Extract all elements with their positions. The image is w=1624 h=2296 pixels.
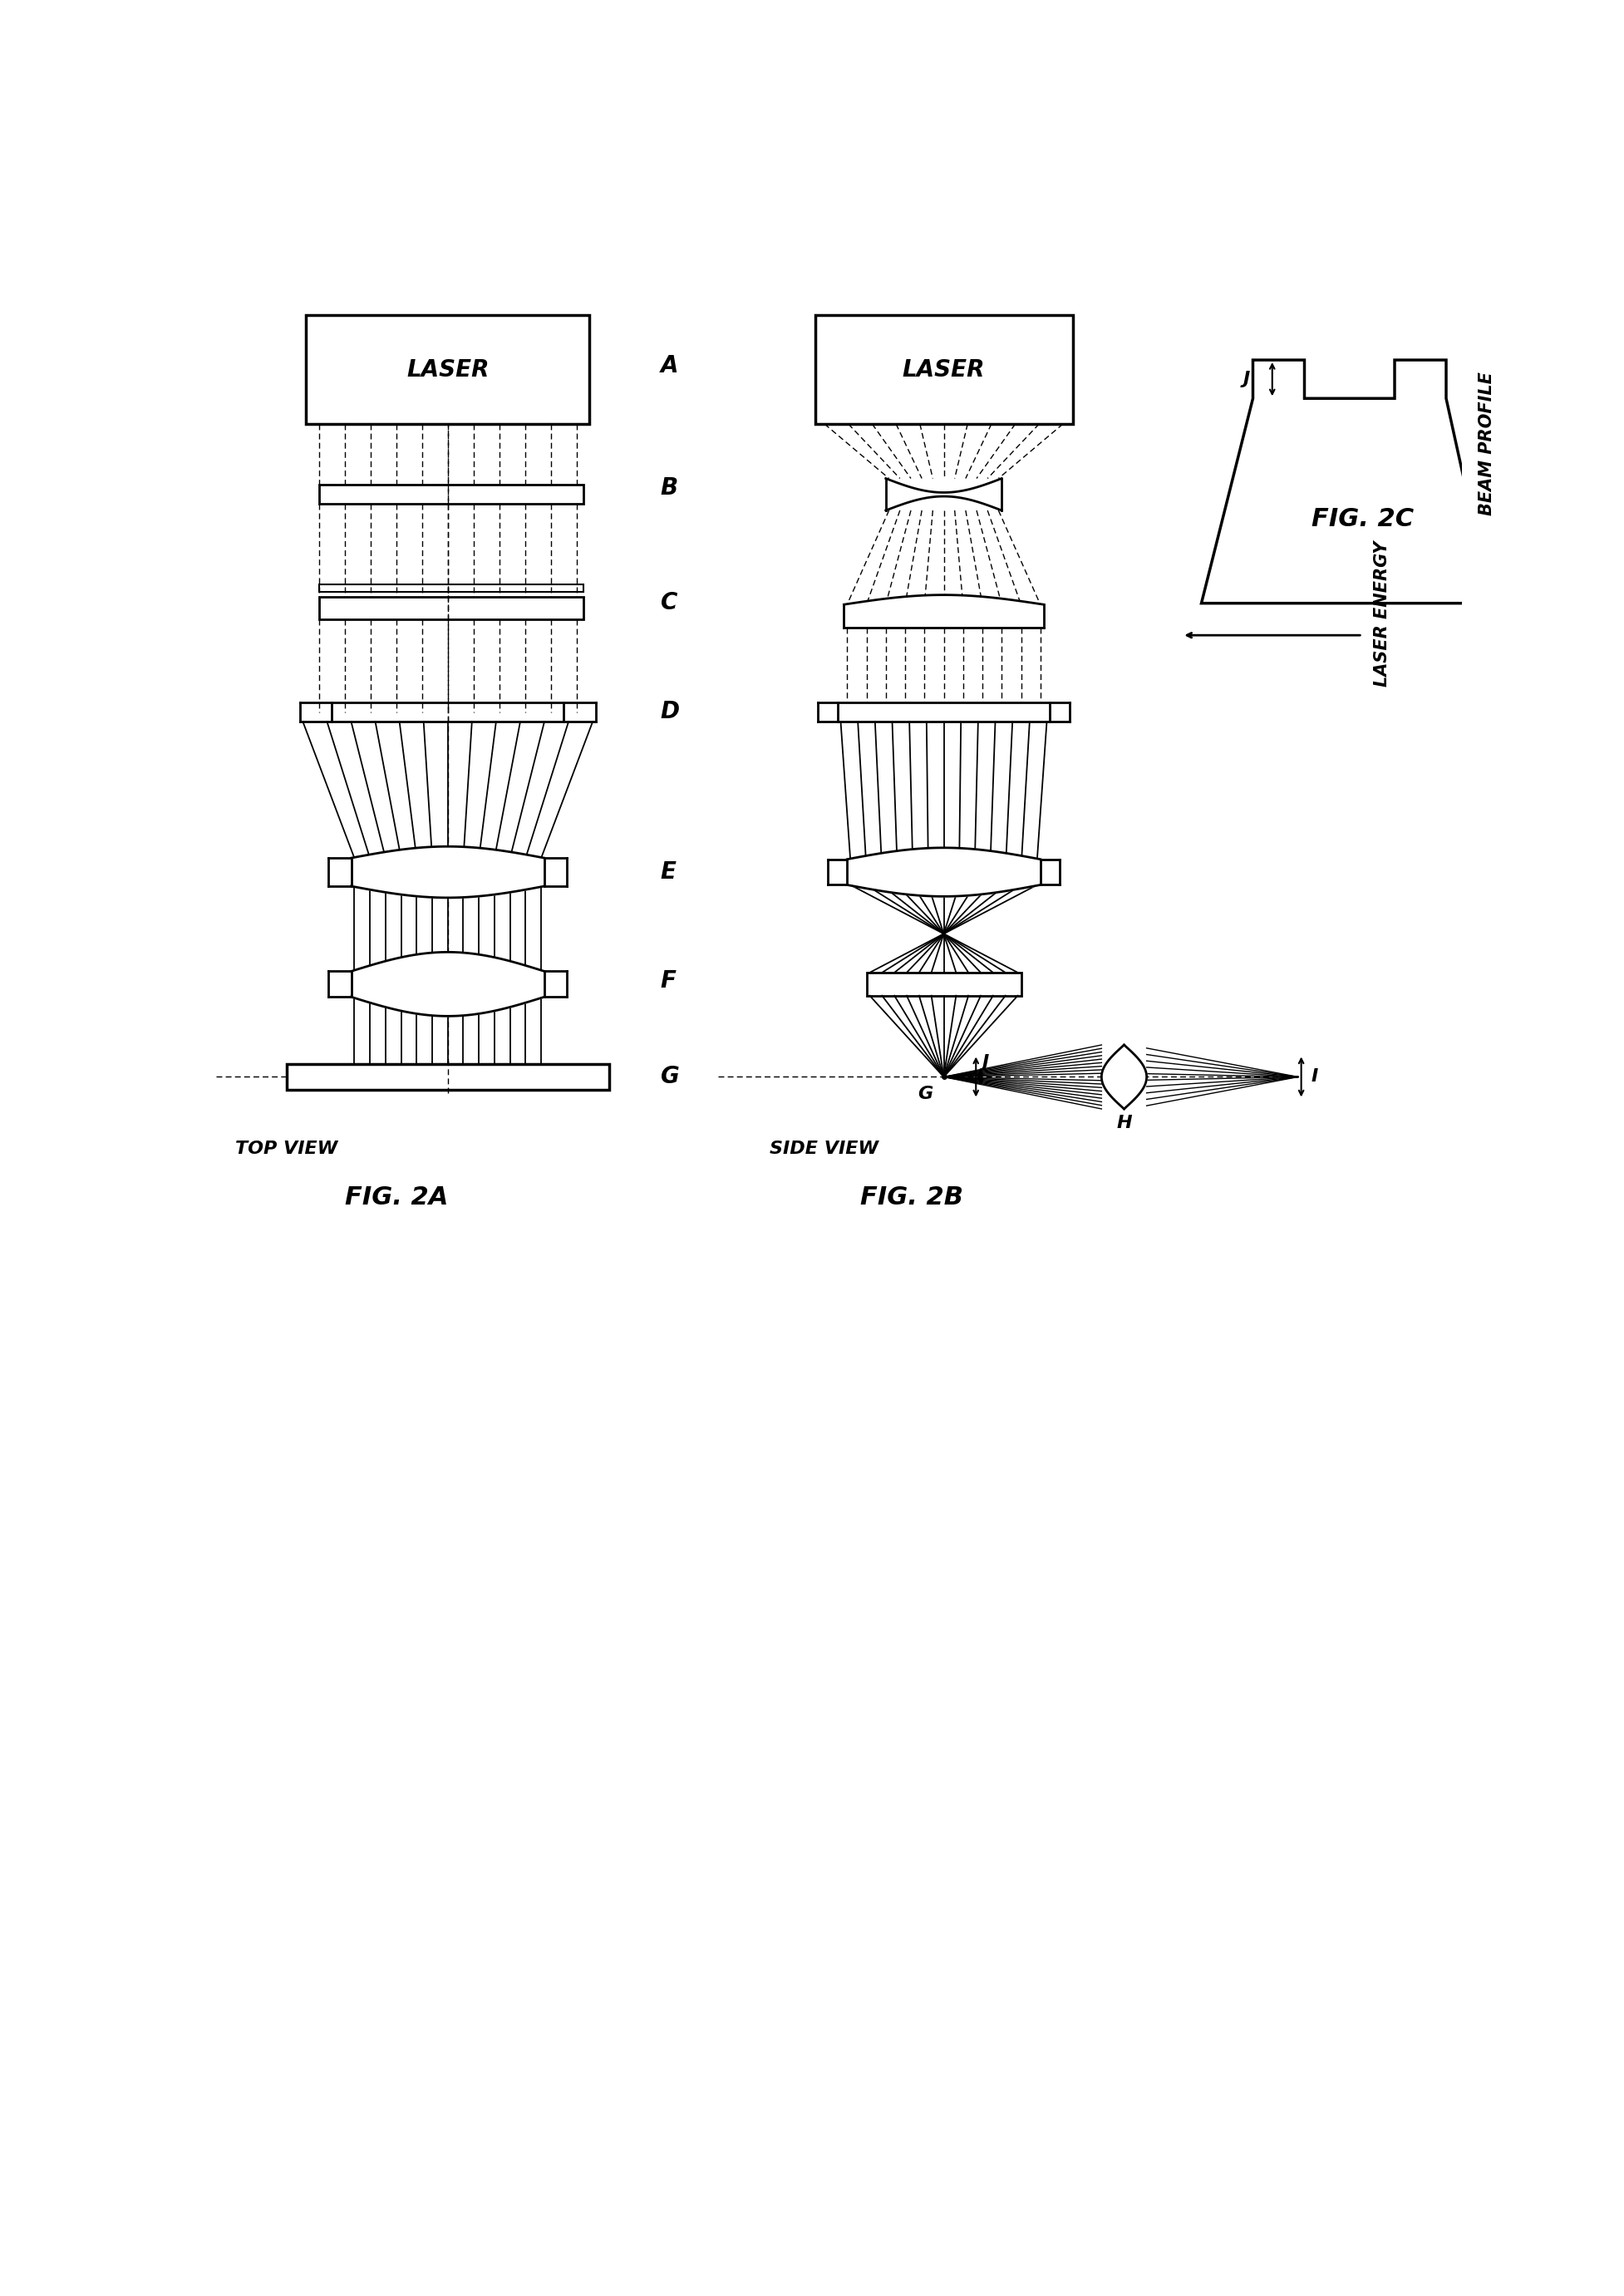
Polygon shape <box>318 583 583 592</box>
Text: SIDE VIEW: SIDE VIEW <box>770 1141 879 1157</box>
Text: LASER: LASER <box>903 358 986 381</box>
Text: G: G <box>918 1086 934 1102</box>
Polygon shape <box>331 703 564 721</box>
Text: A: A <box>661 354 679 379</box>
Polygon shape <box>318 484 583 505</box>
Text: FIG. 2B: FIG. 2B <box>861 1185 963 1210</box>
Text: C: C <box>661 592 677 615</box>
Polygon shape <box>838 703 1051 721</box>
Text: H: H <box>1116 1116 1132 1132</box>
Text: I: I <box>1311 1068 1317 1086</box>
Text: TOP VIEW: TOP VIEW <box>235 1141 338 1157</box>
Polygon shape <box>318 597 583 620</box>
Polygon shape <box>867 974 1021 996</box>
Text: G: G <box>661 1065 679 1088</box>
Text: FIG. 2A: FIG. 2A <box>344 1185 448 1210</box>
Text: D: D <box>661 700 679 723</box>
Text: FIG. 2C: FIG. 2C <box>1311 507 1413 530</box>
Text: E: E <box>661 861 676 884</box>
Text: J: J <box>983 1054 989 1070</box>
Text: LASER: LASER <box>406 358 489 381</box>
Text: J: J <box>1242 372 1250 388</box>
Text: B: B <box>661 475 677 501</box>
Text: LASER ENERGY: LASER ENERGY <box>1374 540 1390 687</box>
Text: F: F <box>661 969 676 992</box>
Text: BEAM PROFILE: BEAM PROFILE <box>1478 372 1496 514</box>
Polygon shape <box>287 1063 609 1091</box>
